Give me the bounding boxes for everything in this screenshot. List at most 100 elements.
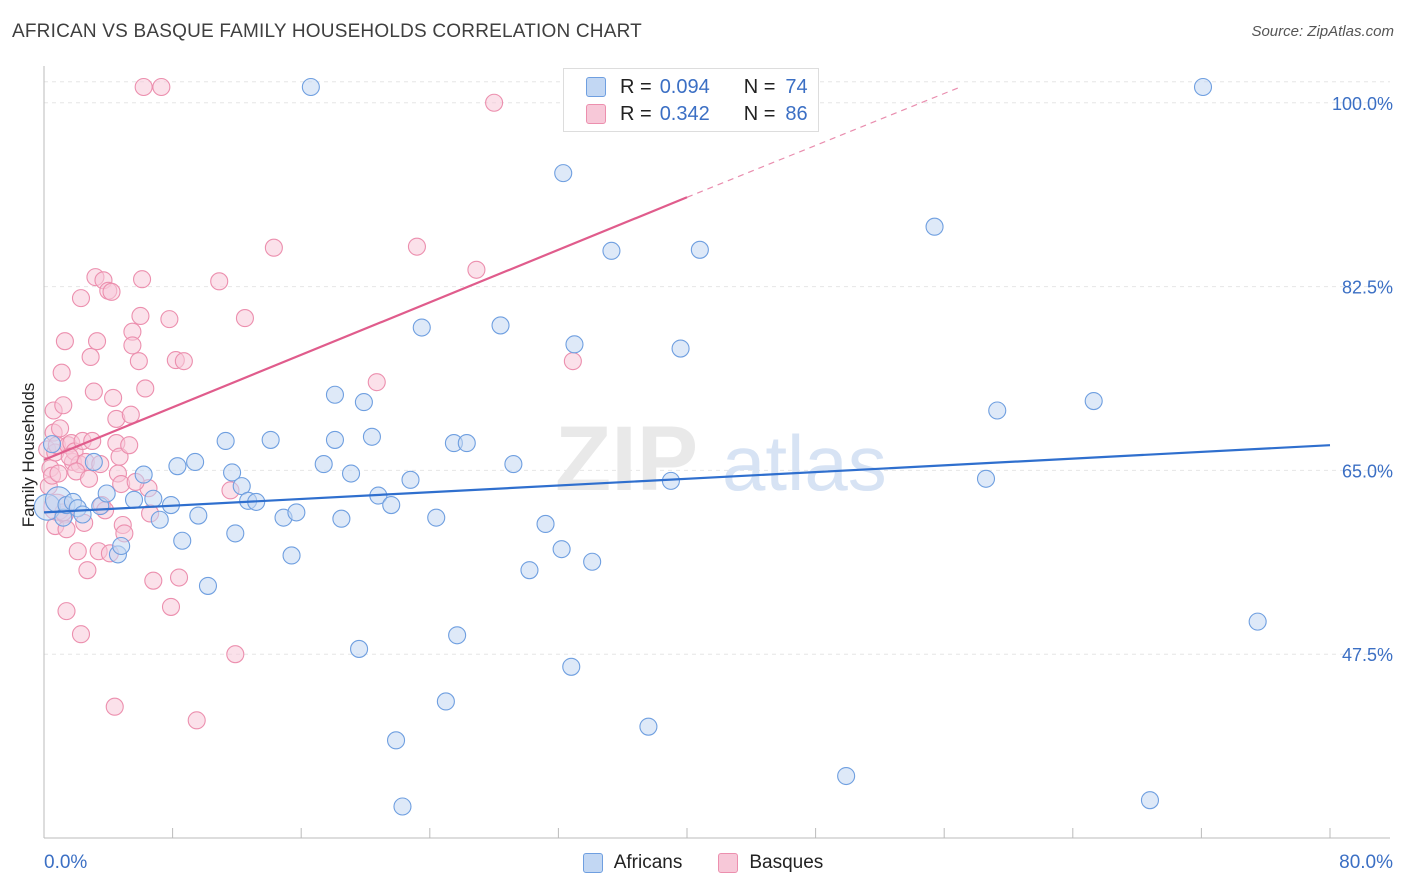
african-point <box>144 489 163 508</box>
basque-point <box>174 352 193 371</box>
african-point <box>173 531 192 550</box>
y-tick-label: 82.5% <box>1342 278 1393 298</box>
series-basques <box>38 77 582 730</box>
africans-swatch <box>586 77 606 97</box>
african-point <box>189 506 208 525</box>
basque-point <box>110 447 129 466</box>
basque-point <box>55 332 74 351</box>
trend-lines <box>43 86 1331 514</box>
african-point <box>226 524 245 543</box>
african-point <box>602 241 621 260</box>
basque-point <box>123 336 142 355</box>
african-point <box>837 766 856 786</box>
african-point <box>198 576 218 595</box>
african-point <box>552 540 571 559</box>
n-label: N = <box>743 75 776 98</box>
africans-legend-swatch <box>582 853 603 873</box>
stats-legend: R = 0.094 N = 74 R = 0.342 N = 86 <box>563 68 819 132</box>
basque-point <box>52 363 71 382</box>
y-tick-labels: 47.5% 65.0% 82.5% 100.0% <box>1332 94 1393 665</box>
basque-point <box>68 542 87 561</box>
african-point <box>332 509 351 528</box>
african-point <box>1140 791 1160 810</box>
african-point <box>690 240 709 259</box>
african-point <box>186 452 205 472</box>
african-point <box>427 508 446 527</box>
african-point <box>287 503 306 522</box>
african-point <box>386 731 406 750</box>
african-point <box>1193 77 1213 97</box>
african-point <box>282 546 301 565</box>
basque-point <box>226 645 245 664</box>
basques-trend-extension <box>686 86 961 198</box>
basque-point <box>51 419 70 438</box>
r-label: R = <box>620 75 652 98</box>
african-point <box>562 657 581 676</box>
african-point <box>988 401 1007 420</box>
y-tick-label: 65.0% <box>1342 461 1393 481</box>
x-tick-label-max: 80.0% <box>1339 852 1393 873</box>
african-point <box>42 435 62 454</box>
basque-point <box>78 561 97 580</box>
x-tick-label-min: 0.0% <box>44 852 88 873</box>
basques-legend-swatch <box>718 853 739 873</box>
african-point <box>325 430 345 449</box>
african-point <box>520 561 539 580</box>
basque-point <box>563 352 582 371</box>
basque-point <box>134 77 153 97</box>
african-point <box>325 385 345 404</box>
african-point <box>362 427 381 446</box>
basque-point <box>210 272 229 291</box>
african-point <box>223 463 242 482</box>
african-point <box>354 393 373 412</box>
legend-item-basques: Basques <box>718 852 823 874</box>
african-point <box>382 495 401 515</box>
african-point <box>554 164 573 183</box>
african-point <box>261 430 280 449</box>
basque-point <box>120 436 139 455</box>
y-tick-label: 47.5% <box>1342 645 1393 665</box>
african-point <box>504 455 523 474</box>
basque-point <box>235 309 254 328</box>
basque-point <box>136 379 155 398</box>
basque-point <box>144 571 163 590</box>
basque-point <box>81 347 100 366</box>
r-value: 0.094 <box>659 75 710 98</box>
basque-point <box>131 306 150 326</box>
african-point <box>97 484 116 503</box>
basque-point <box>104 388 123 407</box>
african-point <box>925 217 944 236</box>
african-point <box>1248 612 1267 631</box>
african-point <box>491 316 510 335</box>
african-point <box>150 510 169 529</box>
african-point <box>671 339 690 358</box>
gridlines <box>44 81 1390 655</box>
africans-trend-line <box>43 444 1331 514</box>
basques-swatch <box>586 104 606 124</box>
african-point <box>457 434 476 453</box>
basque-point <box>367 373 386 392</box>
african-point <box>112 536 131 556</box>
african-point <box>436 692 455 711</box>
watermark-atlas: atlas <box>722 419 887 507</box>
basque-point <box>102 282 121 301</box>
africans-legend-label: Africans <box>613 852 683 873</box>
basque-point <box>49 464 68 483</box>
african-point <box>536 514 555 533</box>
african-point <box>168 457 187 476</box>
basque-point <box>54 396 73 415</box>
basque-point <box>129 352 148 371</box>
legend-item-africans: Africans <box>582 852 683 874</box>
african-point <box>341 464 361 483</box>
r-value: 0.342 <box>659 102 710 125</box>
basque-point <box>160 310 179 329</box>
basque-point <box>71 625 91 644</box>
basque-point <box>57 602 76 621</box>
basque-point <box>187 711 206 730</box>
african-point <box>124 490 144 509</box>
basque-point <box>264 238 283 257</box>
african-point <box>393 797 412 816</box>
basque-point <box>152 77 171 97</box>
african-point <box>301 77 320 97</box>
african-point <box>84 452 103 472</box>
